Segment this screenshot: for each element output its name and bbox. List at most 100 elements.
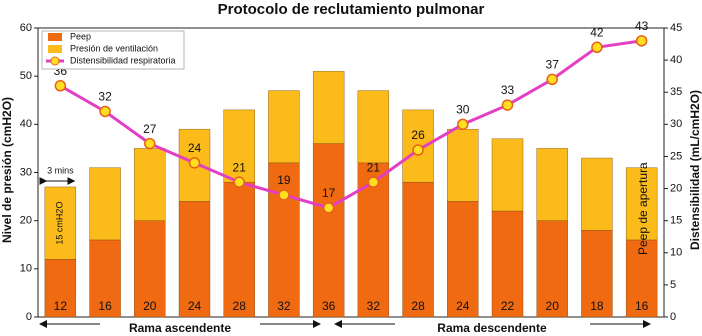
line-marker: [99, 105, 111, 118]
line-label: 26: [411, 128, 425, 142]
bar-segment: [223, 181, 255, 318]
line-marker: [367, 176, 380, 188]
y-axis-label: Nivel de presión (cmH2O): [0, 97, 14, 243]
legend-label: Peep: [70, 31, 91, 41]
line-label: 24: [188, 141, 202, 155]
bar-segment: [134, 148, 166, 221]
bar-label: 22: [501, 299, 515, 313]
y-tick-label: 10: [20, 263, 32, 275]
line-marker: [233, 176, 245, 188]
line-label: 37: [546, 58, 560, 72]
y-tick-label: 30: [20, 166, 32, 178]
bar-segment: [89, 239, 121, 318]
y-tick-label: 60: [20, 22, 32, 34]
line-marker: [635, 35, 648, 47]
bar-label: 24: [188, 299, 202, 313]
line-marker: [412, 144, 424, 156]
y-tick-label: 0: [26, 311, 32, 323]
bar-segment: [357, 90, 390, 164]
annotation: 15 cmH2O: [55, 202, 65, 245]
bar-segment: [223, 109, 255, 183]
y2-axis-label: Distensibilidad (mL/cmH2O): [688, 90, 702, 250]
y2-tick-label: 5: [670, 279, 676, 291]
line-label: 21: [233, 160, 247, 174]
bar-segment: [178, 128, 211, 202]
bar-segment: [89, 167, 121, 241]
bar-segment: [44, 259, 77, 318]
bar-label: 12: [54, 299, 68, 313]
bar-segment: [625, 167, 658, 241]
y2-tick-label: 30: [670, 118, 682, 130]
bar-label: 28: [233, 299, 247, 313]
bar-label: 24: [456, 299, 470, 313]
bar-segment: [625, 239, 658, 318]
y2-tick-label: 25: [670, 150, 682, 162]
legend-label: Distensibilidad respiratoria: [70, 55, 176, 65]
line-marker: [54, 80, 67, 92]
bar-segment: [402, 181, 434, 318]
line-label: 42: [590, 25, 604, 39]
bar-segment: [581, 157, 613, 231]
bar-label: 20: [143, 299, 157, 313]
line-label: 19: [277, 173, 291, 187]
legend-box: [41, 30, 185, 70]
legend: Peep Presión de ventilación Distensibilida…: [41, 30, 185, 70]
bar-segment: [536, 148, 568, 221]
bar-segment: [447, 128, 479, 202]
line-label: 21: [367, 160, 381, 174]
legend-swatch: [48, 33, 62, 41]
y2-tick-label: 45: [670, 22, 682, 34]
line-marker: [144, 137, 156, 150]
bar-label: 36: [322, 299, 336, 313]
annotation: Peep de apertura: [636, 162, 650, 255]
line-label: 27: [143, 122, 157, 136]
plot-area: [37, 27, 665, 318]
bar-segment: [178, 201, 211, 318]
bar-label: 20: [546, 299, 560, 313]
line-marker: [188, 157, 201, 169]
line-label: 32: [98, 90, 112, 104]
bar-segment: [44, 186, 77, 260]
y2-tick-label: 35: [670, 86, 682, 98]
legend-label: Presión de ventilación: [70, 43, 158, 53]
bar-label: 16: [635, 299, 649, 313]
bar-label: 18: [590, 299, 604, 313]
bar-segment: [312, 143, 345, 318]
bar-segment: [268, 162, 300, 318]
bar-label: 16: [98, 299, 112, 313]
line-marker: [591, 41, 603, 54]
line-label: 30: [456, 103, 470, 117]
y2-tick-label: 10: [670, 247, 682, 259]
y-tick-label: 50: [20, 70, 32, 82]
y2-tick-label: 0: [670, 311, 676, 323]
annotation: 3 mins: [47, 165, 74, 175]
chart-title: Protocolo de reclutamiento pulmonar: [218, 1, 485, 18]
y2-tick-label: 40: [670, 54, 682, 66]
bar-segment: [581, 230, 613, 318]
legend-swatch: [48, 45, 62, 53]
bar-segment: [312, 71, 345, 144]
line-marker: [501, 99, 514, 111]
legend-marker: [50, 56, 60, 66]
annotation: Rama ascendente: [129, 321, 231, 335]
line-label: 33: [501, 83, 515, 97]
line-label: 17: [322, 186, 336, 200]
line-marker: [278, 189, 290, 201]
line-label: 43: [635, 19, 649, 33]
line-marker: [457, 118, 469, 131]
bar-segment: [268, 90, 300, 164]
y-tick-label: 40: [20, 118, 32, 130]
bar-label: 32: [367, 299, 381, 313]
bar-segment: [491, 210, 524, 318]
line-marker: [322, 202, 335, 214]
line: [59, 39, 642, 210]
bar-label: 32: [277, 299, 291, 313]
line-marker: [546, 73, 558, 86]
annotation: Rama descendente: [437, 321, 547, 335]
y-tick-label: 20: [20, 215, 32, 227]
y2-tick-label: 20: [670, 182, 682, 194]
bar-label: 28: [411, 299, 425, 313]
y2-tick-label: 15: [670, 215, 682, 227]
bar-segment: [491, 138, 524, 212]
